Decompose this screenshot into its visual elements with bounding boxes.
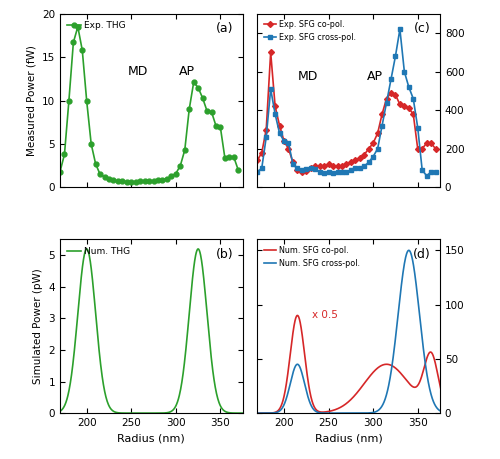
Text: (c): (c) xyxy=(414,22,431,35)
Legend: Num. SFG co-pol., Num. SFG cross-pol.: Num. SFG co-pol., Num. SFG cross-pol. xyxy=(262,244,362,270)
Text: AP: AP xyxy=(367,70,383,83)
Text: MD: MD xyxy=(128,65,148,78)
Y-axis label: Measured Power (fW): Measured Power (fW) xyxy=(26,45,36,156)
Legend: Num. THG: Num. THG xyxy=(64,244,133,258)
Text: (a): (a) xyxy=(216,22,234,35)
Text: (d): (d) xyxy=(413,248,431,261)
Legend: Exp. SFG co-pol., Exp. SFG cross-pol.: Exp. SFG co-pol., Exp. SFG cross-pol. xyxy=(262,18,358,45)
Legend: Exp. THG: Exp. THG xyxy=(64,18,128,33)
Y-axis label: Simulated Power (pW): Simulated Power (pW) xyxy=(33,269,43,384)
Text: AP: AP xyxy=(179,65,195,78)
Text: x 0.5: x 0.5 xyxy=(312,310,338,319)
Text: MD: MD xyxy=(298,70,318,83)
Text: (b): (b) xyxy=(216,248,234,261)
X-axis label: Radius (nm): Radius (nm) xyxy=(315,433,382,443)
X-axis label: Radius (nm): Radius (nm) xyxy=(118,433,185,443)
